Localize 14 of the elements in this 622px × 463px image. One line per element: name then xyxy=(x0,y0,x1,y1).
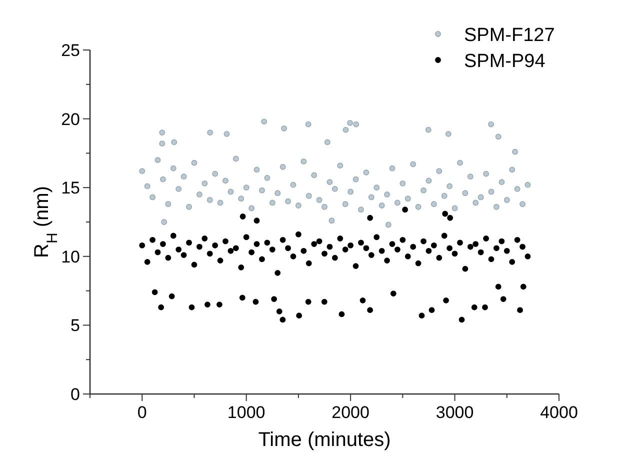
x-tick-label: 2000 xyxy=(332,403,370,422)
y-tick-label: 20 xyxy=(61,110,80,129)
y-tick-label: 10 xyxy=(61,247,80,266)
y-tick-label: 0 xyxy=(70,385,80,404)
legend-label: SPM-F127 xyxy=(464,25,555,46)
x-axis-title: Time (minutes) xyxy=(258,429,391,451)
y-tick-label: 15 xyxy=(61,178,80,198)
legend-label: SPM-P94 xyxy=(464,51,546,72)
y-tick-label: 25 xyxy=(61,41,80,60)
x-tick-label: 4000 xyxy=(540,403,578,422)
x-tick-label: 3000 xyxy=(436,403,474,422)
y-tick-label: 5 xyxy=(70,316,80,336)
x-tick-label: 0 xyxy=(137,403,147,422)
x-tick-label: 1000 xyxy=(227,403,266,422)
